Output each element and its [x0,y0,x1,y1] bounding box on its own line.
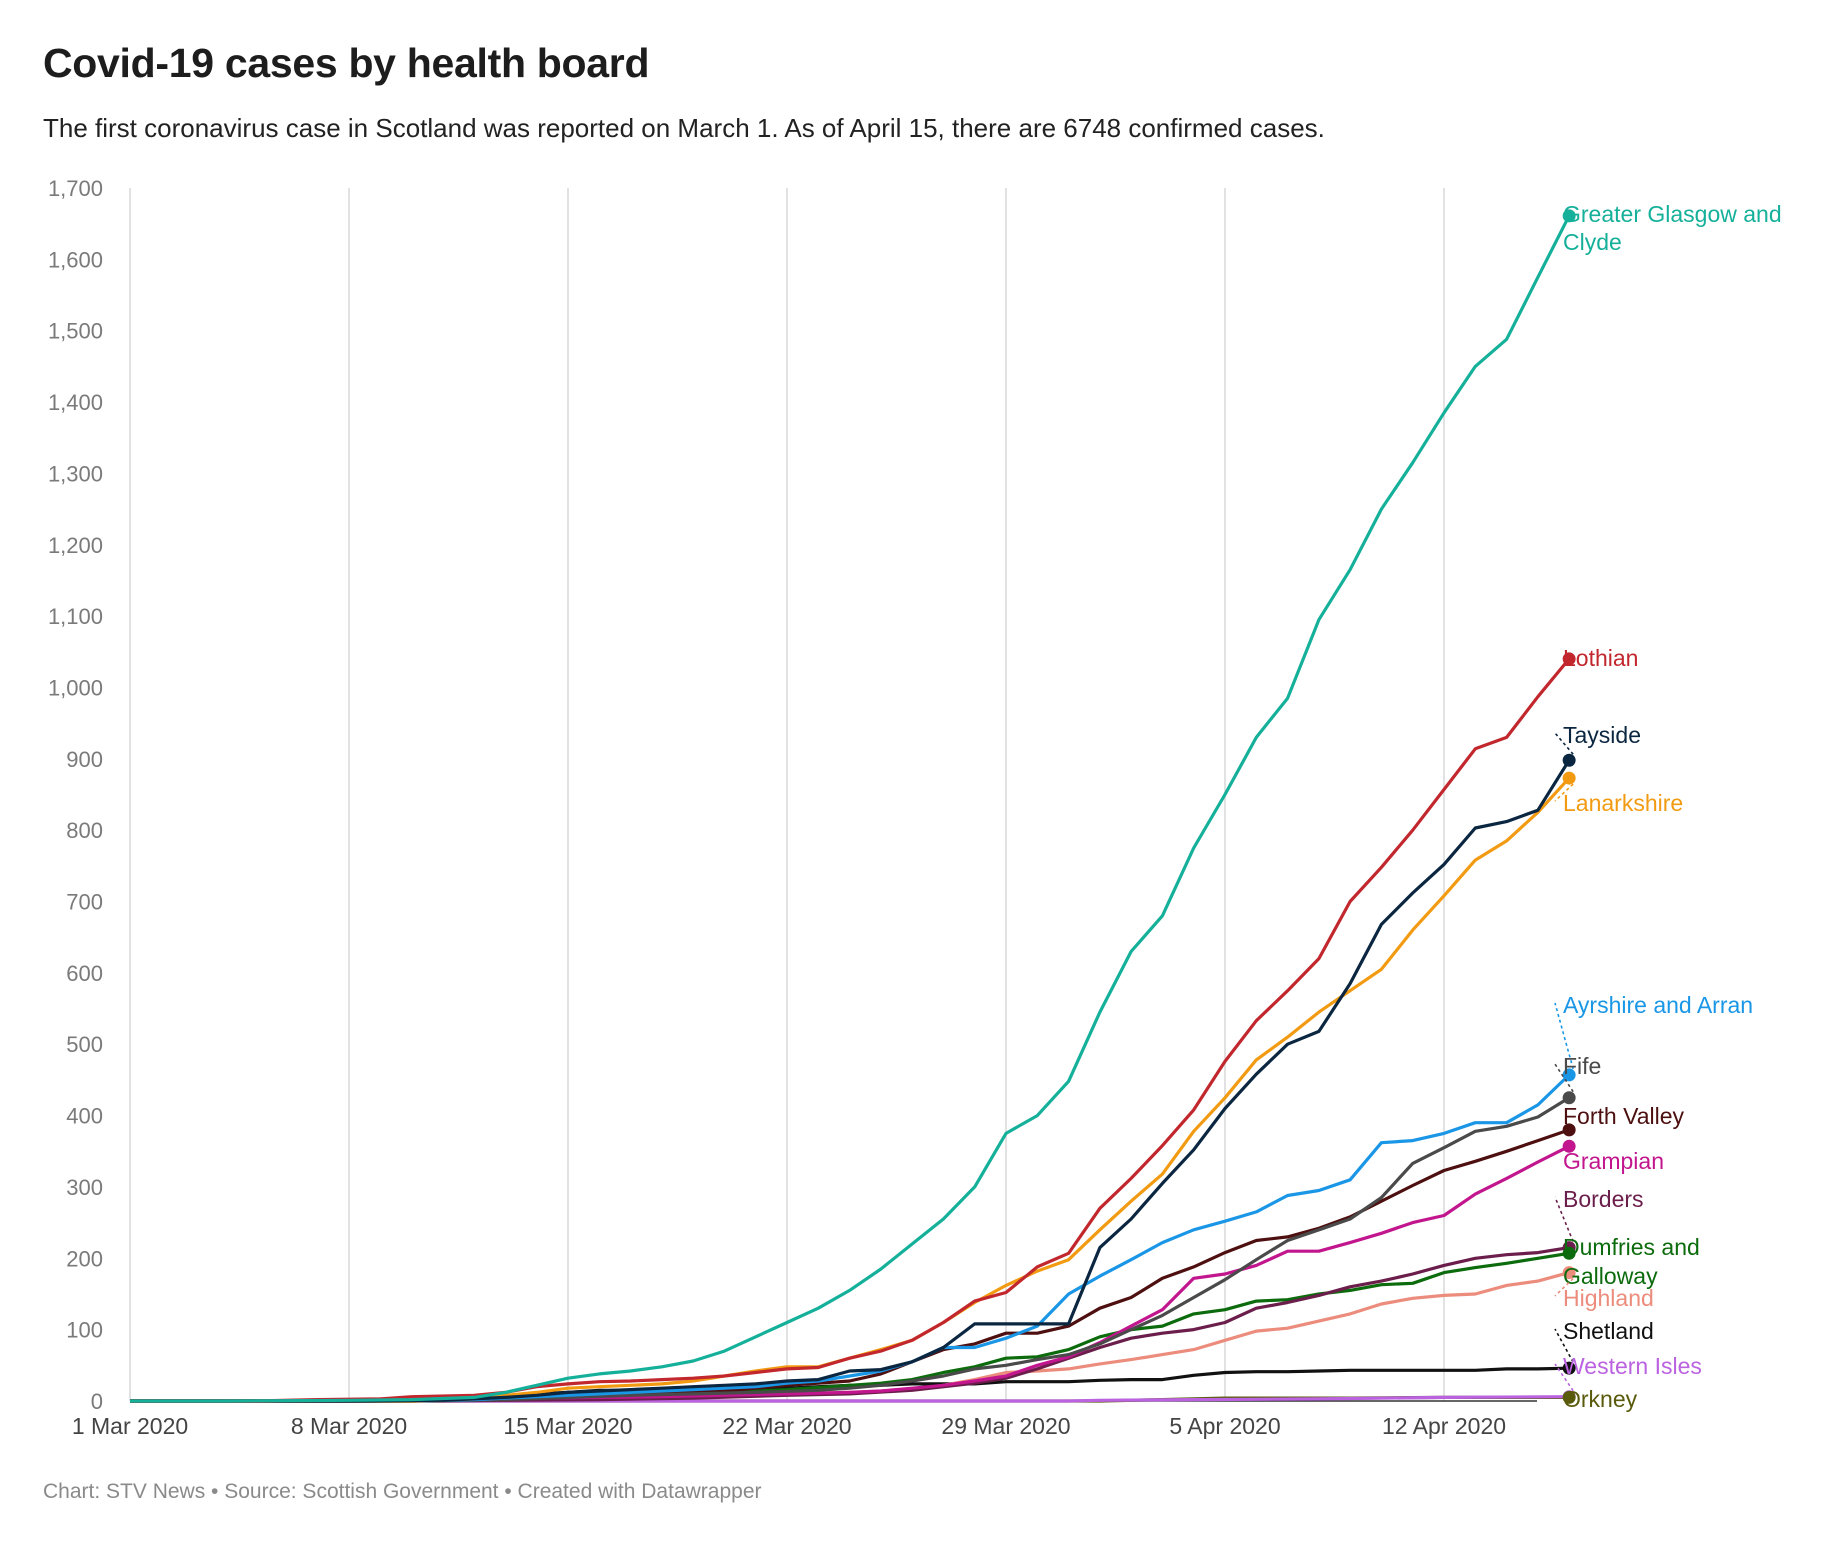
y-tick-label: 1,700 [48,176,103,201]
x-tick-label: 12 Apr 2020 [1382,1413,1506,1439]
series-label: Forth Valley [1563,1103,1685,1129]
series-end-dot [1562,1139,1576,1153]
series-end-dot [1562,1390,1576,1404]
series-line [130,777,1571,1403]
y-tick-label: 1,000 [48,675,103,700]
y-tick-label: 1,600 [48,247,103,272]
series-label: Grampian [1563,1148,1664,1174]
series-label: Dumfries and [1563,1234,1700,1260]
series-label: Shetland [1563,1318,1654,1344]
y-tick-label: 200 [66,1246,103,1271]
y-tick-label: 1,200 [48,533,103,558]
y-tick-label: 1,100 [48,604,103,629]
y-tick-label: 100 [66,1318,103,1343]
y-tick-label: 600 [66,961,103,986]
y-tick-label: 1,300 [48,461,103,486]
series-line [130,1395,1570,1403]
y-tick-label: 1,400 [48,390,103,415]
chart-subtitle: The first coronavirus case in Scotland w… [43,113,1325,143]
x-tick-label: 29 Mar 2020 [941,1413,1070,1439]
series-line [130,215,1571,1403]
chart-title: Covid-19 cases by health board [43,40,650,86]
series-line [130,759,1571,1403]
x-tick-label: 15 Mar 2020 [503,1413,632,1439]
x-tick-label: 5 Apr 2020 [1169,1413,1280,1439]
x-tick-label: 1 Mar 2020 [72,1413,188,1439]
label-leader-line [1554,783,1574,802]
series-label: Lanarkshire [1563,790,1683,816]
x-tick-label: 22 Mar 2020 [722,1413,851,1439]
label-leader-line [1554,732,1574,755]
y-tick-label: 500 [66,1032,103,1057]
series-label: Borders [1563,1186,1644,1212]
series-line [130,1251,1570,1403]
series-label: Fife [1563,1053,1601,1079]
y-axis: 1,700 1,600 1,500 1,400 1,300 1,200 1,100 1,000… [48,176,103,1414]
y-tick-label: 0 [91,1389,103,1414]
label-leader-line [1554,1277,1574,1297]
series-label: Lothian [1563,645,1638,671]
series-line [130,1073,1571,1403]
y-tick-label: 700 [66,890,103,915]
label-leader-line [1554,1196,1574,1242]
series-end-dot [1562,1361,1576,1375]
series-line [130,1246,1570,1403]
label-leader-line [1554,1002,1574,1070]
series-line [130,1144,1570,1403]
series-end-dot [1562,1068,1576,1082]
series-end-dot [1562,753,1576,767]
series-end-dot [1562,771,1576,785]
series-lines [130,209,1576,1404]
chart-footer: Chart: STV News • Source: Scottish Gover… [43,1480,762,1503]
series-end-dot [1562,1123,1576,1137]
y-tick-label: 800 [66,818,103,843]
series-label: Greater Glasgow and [1563,201,1782,227]
series-label: Orkney [1563,1386,1638,1412]
series-label: Tayside [1563,722,1641,748]
grid-lines [129,188,1537,1402]
x-tick-label: 8 Mar 2020 [291,1413,407,1439]
series-label: Highland [1563,1285,1654,1311]
series-end-dot [1562,1091,1576,1105]
series-label: Western Isles [1563,1353,1702,1379]
x-axis: 1 Mar 2020 8 Mar 2020 15 Mar 2020 22 Mar 20… [72,1413,1506,1439]
series-line [130,1128,1570,1403]
label-leader-line [1554,1328,1574,1363]
series-label: Ayrshire and Arran [1563,992,1753,1018]
series-label: Clyde [1563,229,1622,255]
y-tick-label: 900 [66,747,103,772]
y-tick-label: 1,500 [48,319,103,344]
y-tick-label: 300 [66,1175,103,1200]
series-end-dot [1562,1246,1576,1260]
y-tick-label: 400 [66,1104,103,1129]
series-line [130,1096,1570,1403]
label-leader-line [1554,1363,1574,1392]
series-label: Galloway [1563,1263,1658,1289]
series-end-dot [1562,1266,1576,1280]
series-end-dot [1562,652,1576,666]
series-end-dot [1562,209,1576,223]
